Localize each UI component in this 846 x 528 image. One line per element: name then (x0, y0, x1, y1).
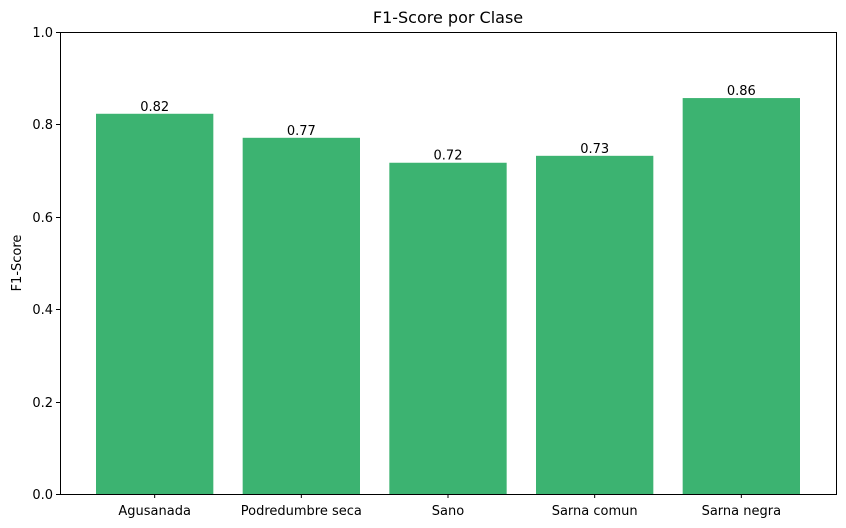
bar (96, 113, 214, 495)
bar-value-label: 0.82 (140, 100, 169, 115)
y-tick-label: 0.2 (32, 396, 53, 411)
bar (682, 98, 800, 494)
bar (242, 137, 360, 494)
bar (389, 162, 507, 494)
plot-area: 0.0 0.2 0.4 0.6 0.8 1.0 0.82 Agusanada 0.77 Podre… (32, 26, 800, 519)
x-tick-label: Sano (432, 504, 464, 519)
x-tick-label: Sarna negra (702, 504, 781, 519)
x-tick-label: Agusanada (118, 504, 191, 519)
bar (536, 155, 654, 495)
y-axis-label: F1-Score (10, 235, 25, 292)
y-tick-label: 0.0 (32, 488, 53, 503)
x-tick-label: Podredumbre seca (241, 504, 362, 519)
bar-value-label: 0.73 (580, 142, 609, 157)
bar-value-label: 0.77 (287, 124, 316, 139)
y-tick-label: 0.8 (32, 118, 53, 133)
bar-value-label: 0.72 (434, 149, 463, 164)
bar-value-label: 0.86 (727, 84, 756, 99)
plot-frame (60, 32, 837, 495)
y-tick-label: 0.4 (32, 303, 53, 318)
x-tick-label: Sarna comun (552, 504, 638, 519)
chart-title: F1-Score por Clase (373, 8, 523, 27)
y-tick-label: 0.6 (32, 211, 53, 226)
y-tick-label: 1.0 (32, 26, 53, 41)
